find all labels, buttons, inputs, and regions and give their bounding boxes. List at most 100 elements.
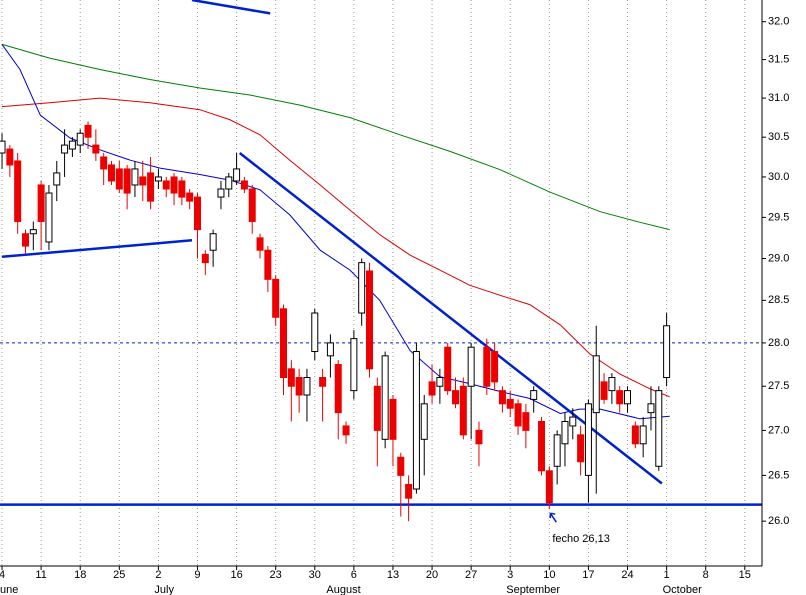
candle-body <box>209 233 217 251</box>
y-tick-label: 28.5 <box>768 294 789 306</box>
x-tick-label: 23 <box>270 569 282 581</box>
moving-average <box>1 43 670 231</box>
candle-body <box>107 164 115 182</box>
candle-body <box>381 355 389 440</box>
candle-body <box>631 425 639 445</box>
candle-body <box>358 262 366 314</box>
x-tick-label: 8 <box>703 569 709 581</box>
candle-body <box>272 278 280 318</box>
x-tick-label: 17 <box>582 569 594 581</box>
x-tick-label: 2 <box>155 569 161 581</box>
month-label: August <box>326 584 360 595</box>
x-tick-label: 27 <box>465 569 477 581</box>
candle-body <box>217 188 225 198</box>
candle-body <box>147 172 155 202</box>
candle-body <box>639 425 647 445</box>
candle-body <box>162 180 170 190</box>
candle-body <box>366 270 374 370</box>
y-tick-label: 30.5 <box>768 131 789 143</box>
y-tick-label: 27.5 <box>768 380 789 392</box>
month-label: une <box>0 584 18 595</box>
candle-body <box>491 351 499 383</box>
candle-body <box>233 168 241 182</box>
candle-body <box>29 229 37 235</box>
x-tick-label: 25 <box>113 569 125 581</box>
x-tick-label: 1 <box>664 569 670 581</box>
candle-body <box>616 390 624 405</box>
candle-body <box>498 390 506 405</box>
trendline <box>1 239 193 259</box>
candle-body <box>264 249 272 280</box>
x-tick-label: 9 <box>194 569 200 581</box>
candle-body <box>373 385 381 431</box>
x-tick-label: 18 <box>74 569 86 581</box>
candle-body <box>76 132 84 146</box>
candle-body <box>452 390 460 405</box>
candle-body <box>600 381 608 400</box>
y-tick-label: 27.0 <box>768 424 789 436</box>
candle-body <box>397 456 405 476</box>
candle-body <box>311 312 319 353</box>
candle-body <box>303 377 311 396</box>
x-tick-label: 10 <box>543 569 555 581</box>
candle-body <box>405 483 413 499</box>
y-tick-label: 31.5 <box>768 53 789 65</box>
candle-body <box>280 308 288 379</box>
y-tick-label: 32.0 <box>768 16 789 28</box>
candle-body <box>420 403 428 440</box>
annotation-arrow <box>549 512 557 523</box>
candle-body <box>467 346 475 387</box>
candle-body <box>68 140 76 150</box>
candle-body <box>538 420 546 472</box>
x-tick-label: 4 <box>0 569 5 581</box>
month-label: July <box>154 584 174 595</box>
candle-body <box>295 377 303 396</box>
x-tick-label: 24 <box>621 569 633 581</box>
candle-body <box>389 398 397 440</box>
candle-body <box>569 416 577 427</box>
annotation-text: fecho 26,13 <box>552 533 610 545</box>
y-tick-label: 28.0 <box>768 337 789 349</box>
x-tick-label: 3 <box>507 569 513 581</box>
candle-body <box>193 196 201 231</box>
candle-body <box>92 144 100 154</box>
y-tick-label: 29.5 <box>768 211 789 223</box>
candle-body <box>45 192 53 243</box>
candle-body <box>545 470 553 504</box>
candle-body <box>624 390 632 405</box>
x-tick-label: 16 <box>230 569 242 581</box>
x-tick-label: 11 <box>35 569 46 581</box>
candle-body <box>154 176 162 182</box>
candle-body <box>53 172 61 186</box>
candle-body <box>115 168 123 190</box>
candle-body <box>21 233 29 247</box>
candle-body <box>61 144 69 154</box>
candle-body <box>131 168 139 186</box>
candle-body <box>342 425 350 436</box>
candle-body <box>186 192 194 202</box>
candle-body <box>201 253 209 264</box>
y-tick-label: 29.0 <box>768 252 789 264</box>
candle-body <box>319 377 327 387</box>
candle-body <box>663 325 671 379</box>
x-tick-label: 15 <box>739 569 751 581</box>
candle-body <box>436 377 444 387</box>
candle-body <box>522 412 530 431</box>
candle-body <box>483 346 491 387</box>
candle-body <box>178 180 186 198</box>
candle-body <box>326 342 334 357</box>
y-tick-label: 26.5 <box>768 469 789 481</box>
month-label: October <box>663 584 702 595</box>
candle-body <box>459 385 467 436</box>
candle-body <box>608 377 616 392</box>
candle-body <box>561 420 569 445</box>
x-tick-label: 13 <box>387 569 399 581</box>
candle-body <box>530 390 538 400</box>
candle-body <box>100 156 108 170</box>
month-label: September <box>506 584 560 595</box>
y-tick-label: 26.0 <box>768 515 789 527</box>
candle-body <box>248 188 256 222</box>
